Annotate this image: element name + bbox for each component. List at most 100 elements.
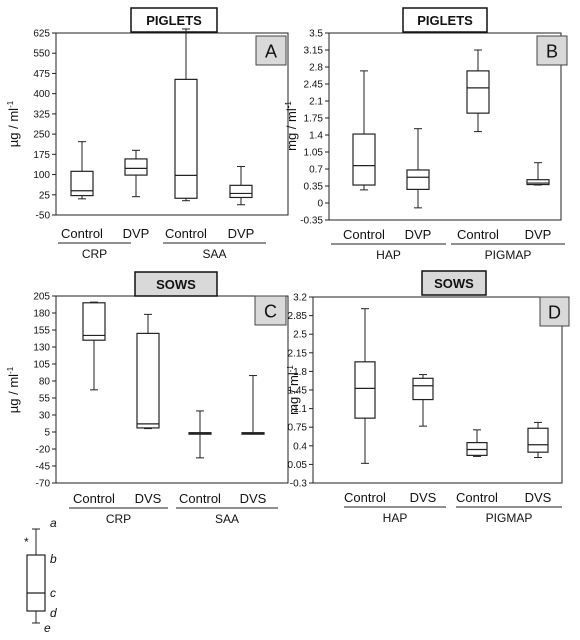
y-tick-label: 3.5 [309,29,323,40]
panel-label-box [536,35,568,66]
panel-label-text: C [264,302,277,322]
box-crp-dvs [136,313,160,430]
category-label: DVS [525,490,552,505]
box-hap-control [354,308,376,464]
y-tick-label: 2.85 [288,311,308,322]
panel-label-text: D [548,303,561,323]
plot-frame [328,32,562,221]
box-hap-dvp [406,128,430,209]
y-tick-label: 2.5 [293,330,307,341]
y-axis-label: mg / ml-1 [284,101,299,151]
legend-box [26,554,46,612]
category-label: Control [343,227,385,242]
y-axis-label: µg / ml-1 [6,366,21,413]
y-tick-label: 550 [33,49,50,60]
y-axis-label: µg / ml-1 [6,100,21,147]
y-tick-label: 0.75 [288,423,308,434]
iqr-box [124,158,148,176]
category-label: Control [179,491,221,506]
y-tick-label: 3.2 [293,293,307,304]
y-tick-label: 400 [33,89,50,100]
boxplot-legend: * a b cde [24,516,57,635]
box-pigmap-dvp [526,162,550,186]
chart-panel-a: PIGLETS A 625 550 475 400 325 250 175 100 25 -50 µg … [6,7,289,261]
y-tick-label: 100 [33,170,50,181]
y-tick-label: 0.4 [293,441,307,452]
iqr-box [136,332,160,429]
y-tick-label: 155 [33,326,50,337]
y-tick-label: -70 [36,479,51,490]
panel-title-text: PIGLETS [417,13,473,28]
panel-label: D [539,296,570,327]
panel-label-text: B [546,42,558,62]
panel-label: A [255,35,287,66]
group-label: SAA [215,512,239,526]
chart-panel-b: PIGLETS B 3.5 3.15 2.8 2.45 2.1 1.75 1.4 1.05 0.7 0… [284,7,568,262]
group-label: PIGMAP [485,248,532,262]
y-tick-label: 5 [44,428,50,439]
panel-title-text: SOWS [156,277,196,292]
y-tick-label: 1.1 [293,404,307,415]
category-label: Control [457,227,499,242]
y-tick-label: 80 [39,377,51,388]
category-label: Control [456,490,498,505]
iqr-box [70,170,94,197]
legend-label-e: e [44,621,51,635]
iqr-box [174,78,198,199]
iqr-box [466,70,490,114]
y-tick-label: 0.05 [288,460,308,471]
panel-title: SOWS [421,270,487,296]
y-tick-label: 0 [317,199,323,210]
y-tick-label: 475 [33,69,50,80]
panel-title-box [402,7,488,33]
panel-label-box [255,35,287,66]
category-label: DVP [123,226,150,241]
y-tick-label: 250 [33,130,50,141]
y-tick-label: -0.3 [290,479,308,490]
y-tick-label: 2.15 [288,348,308,359]
category-label: DVP [228,226,255,241]
box-pigmap-control [466,429,488,457]
category-label: DVP [405,227,432,242]
panel-title-box [421,270,487,296]
iqr-box [229,184,253,199]
panel-title-box [134,271,218,297]
group-label: CRP [106,512,131,526]
legend-outlier-marker: * [24,535,29,549]
y-tick-label: 105 [33,360,50,371]
y-tick-label: 175 [33,150,50,161]
y-tick-label: 2.8 [309,63,323,74]
y-tick-label: 1.05 [304,148,324,159]
legend-label-c: c [50,586,56,600]
panel-label-box [254,295,287,326]
y-tick-label: 130 [33,343,50,354]
box-crp-dvp [124,149,148,198]
box-hap-control [352,70,376,191]
category-label: DVP [525,227,552,242]
y-tick-label: 625 [33,29,50,40]
y-tick-label: 180 [33,309,50,320]
y-tick-label: 325 [33,109,50,120]
y-tick-label: -45 [36,462,51,473]
box-saa-dvp [229,165,253,206]
y-tick-label: 2.45 [304,80,324,91]
iqr-box [354,361,376,419]
group-label: HAP [383,511,408,525]
box-saa-control [188,410,212,459]
category-label: Control [73,491,115,506]
plot-frame [55,32,289,216]
iqr-box [526,179,550,186]
category-label: DVS [135,491,162,506]
y-tick-label: 0.35 [304,182,324,193]
y-tick-label: 3.15 [304,46,324,57]
y-tick-label: 30 [39,411,51,422]
panel-label: B [536,35,568,66]
box-pigmap-dvs [527,421,549,458]
y-tick-label: 25 [39,190,51,201]
y-tick-label: 2.1 [309,97,323,108]
y-tick-label: 1.8 [293,367,307,378]
y-tick-label: -50 [36,211,51,222]
group-label: PIGMAP [486,511,533,525]
iqr-box [527,427,549,453]
